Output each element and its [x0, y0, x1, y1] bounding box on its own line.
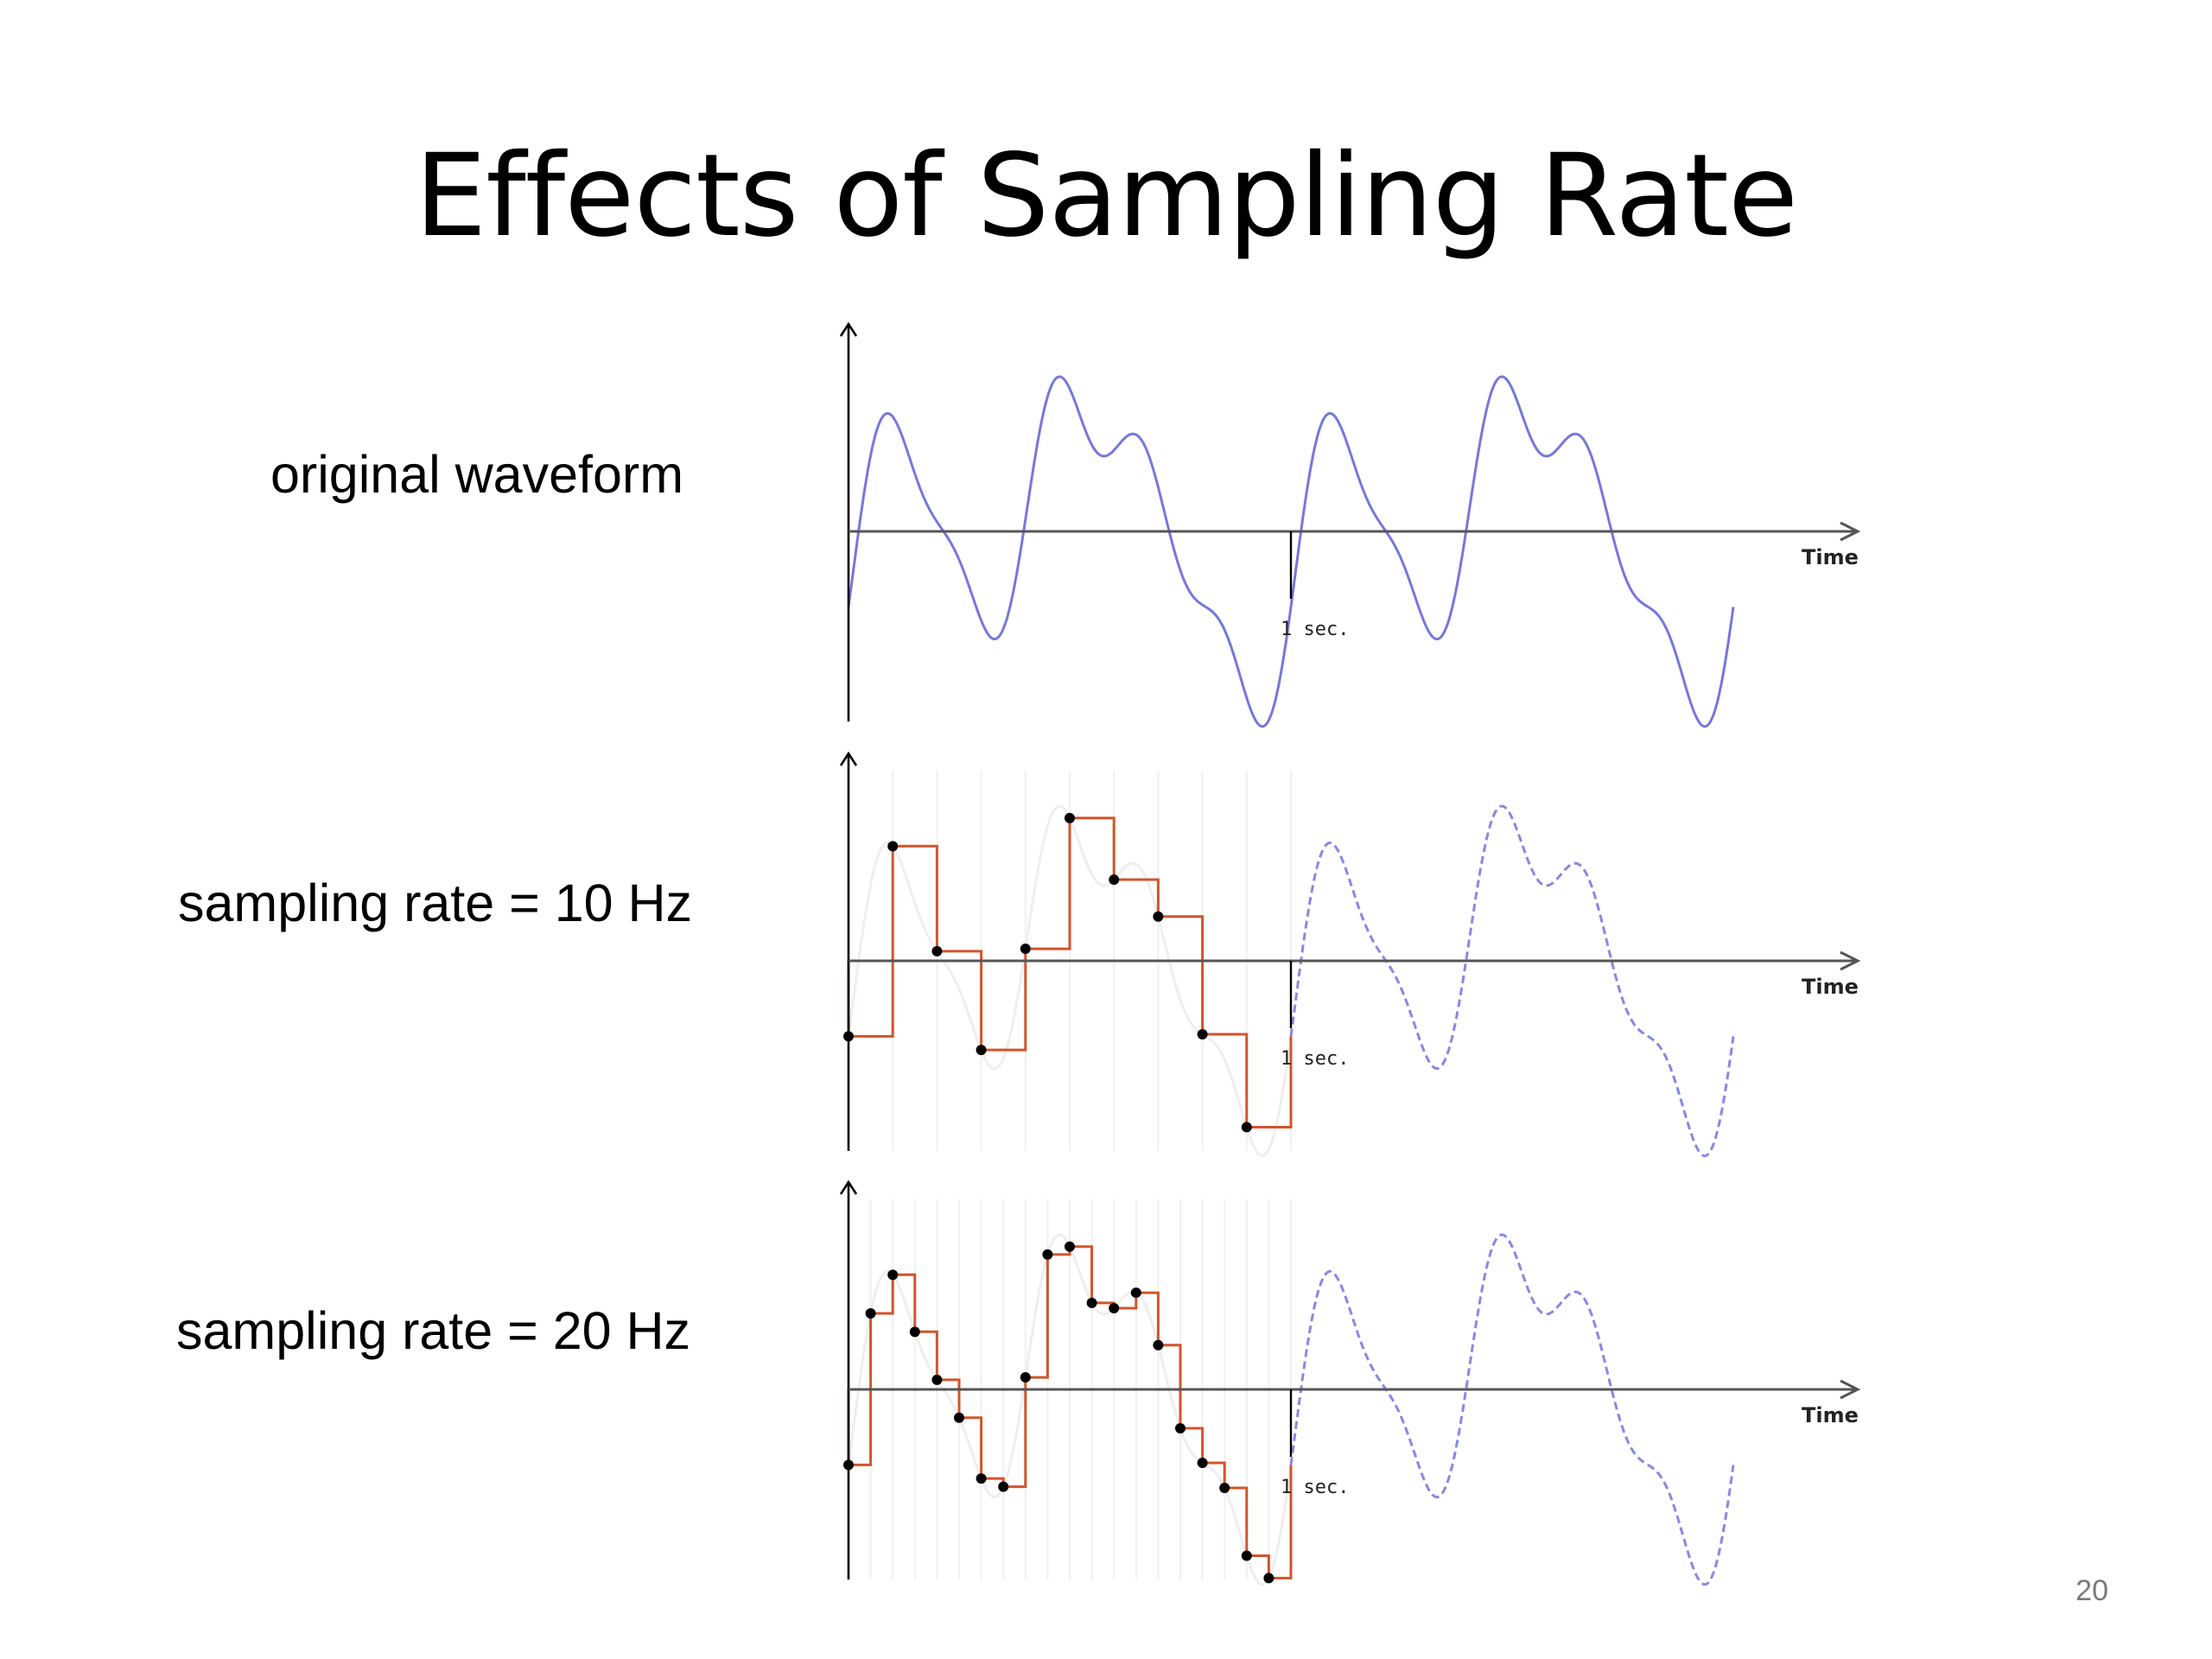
- x-axis-arrow: [1840, 950, 1861, 971]
- sample-point: [1153, 1339, 1164, 1351]
- sample-point: [1109, 1303, 1120, 1314]
- sample-point: [976, 1473, 987, 1484]
- sample-point: [1197, 1458, 1208, 1469]
- waveform-panel-20hz: Time 1 sec.: [839, 1179, 1861, 1586]
- sample-point: [1130, 1287, 1141, 1299]
- one-second-label: 1 sec.: [1281, 1477, 1349, 1498]
- sample-point: [931, 1374, 943, 1385]
- dashed-waveform-line: [1289, 1233, 1735, 1586]
- sample-point: [1241, 1122, 1252, 1133]
- sample-point: [1219, 1483, 1230, 1494]
- sample-point: [1020, 944, 1031, 955]
- one-second-label: 1 sec.: [1281, 1048, 1349, 1070]
- x-axis-label: Time: [1802, 1403, 1859, 1427]
- y-axis-arrow: [839, 321, 858, 337]
- sample-point: [1153, 911, 1164, 922]
- y-axis-arrow: [839, 1179, 858, 1195]
- dashed-waveform-line: [1289, 804, 1735, 1158]
- sample-point: [954, 1412, 964, 1423]
- sample-point: [1175, 1422, 1185, 1433]
- y-axis-arrow: [839, 751, 858, 766]
- page-number: 20: [2075, 1574, 2108, 1607]
- x-axis-label: Time: [1802, 975, 1859, 999]
- sample-point: [1109, 874, 1120, 886]
- slide-title: Effects of Sampling Rate: [414, 130, 1798, 263]
- sample-point: [1263, 1573, 1274, 1584]
- sample-point: [1241, 1550, 1252, 1561]
- sample-point: [865, 1307, 876, 1319]
- row-label-20hz: sampling rate = 20 Hz: [176, 1301, 691, 1360]
- sample-point: [1065, 1241, 1075, 1252]
- sampled-staircase-line: [847, 817, 1293, 1128]
- original-waveform-line: [847, 375, 1735, 728]
- waveform-panel-10hz: Time 1 sec.: [839, 751, 1861, 1158]
- sample-point: [1042, 1249, 1053, 1260]
- sample-point: [1197, 1029, 1208, 1040]
- waveform-panel-original: Time 1 sec.: [839, 321, 1861, 728]
- sample-point: [1086, 1297, 1097, 1308]
- row-label-original: original waveform: [270, 445, 684, 504]
- x-axis-label: Time: [1802, 545, 1859, 569]
- sample-point: [1020, 1372, 1031, 1383]
- x-axis-arrow: [1840, 521, 1861, 542]
- x-axis-arrow: [1840, 1379, 1861, 1400]
- sample-point: [1065, 812, 1075, 823]
- sample-point: [887, 1269, 899, 1281]
- sample-point: [887, 841, 899, 852]
- one-second-label: 1 sec.: [1281, 619, 1349, 640]
- sample-point: [931, 945, 943, 957]
- sample-point: [998, 1481, 1009, 1492]
- sample-point: [909, 1326, 920, 1338]
- row-label-10hz: sampling rate = 10 Hz: [178, 874, 693, 932]
- sample-point: [976, 1045, 987, 1056]
